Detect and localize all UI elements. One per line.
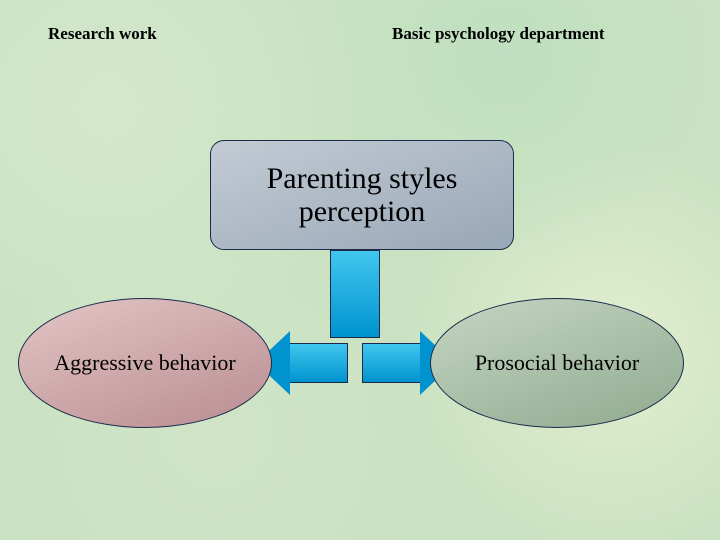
- left-node-label: Aggressive behavior: [54, 350, 235, 376]
- right-node: Prosocial behavior: [430, 298, 684, 428]
- connector-stem: [330, 250, 380, 338]
- slide: Research work Basic psychology departmen…: [0, 0, 720, 540]
- right-node-label: Prosocial behavior: [475, 350, 639, 376]
- main-node-line2: perception: [299, 195, 426, 228]
- header-right: Basic psychology department: [392, 24, 605, 44]
- left-arrow-body: [290, 343, 348, 383]
- main-node-line1: Parenting styles: [267, 162, 458, 195]
- right-arrow-body: [362, 343, 420, 383]
- left-node: Aggressive behavior: [18, 298, 272, 428]
- main-node: Parenting styles perception: [210, 140, 514, 250]
- header-left: Research work: [48, 24, 157, 44]
